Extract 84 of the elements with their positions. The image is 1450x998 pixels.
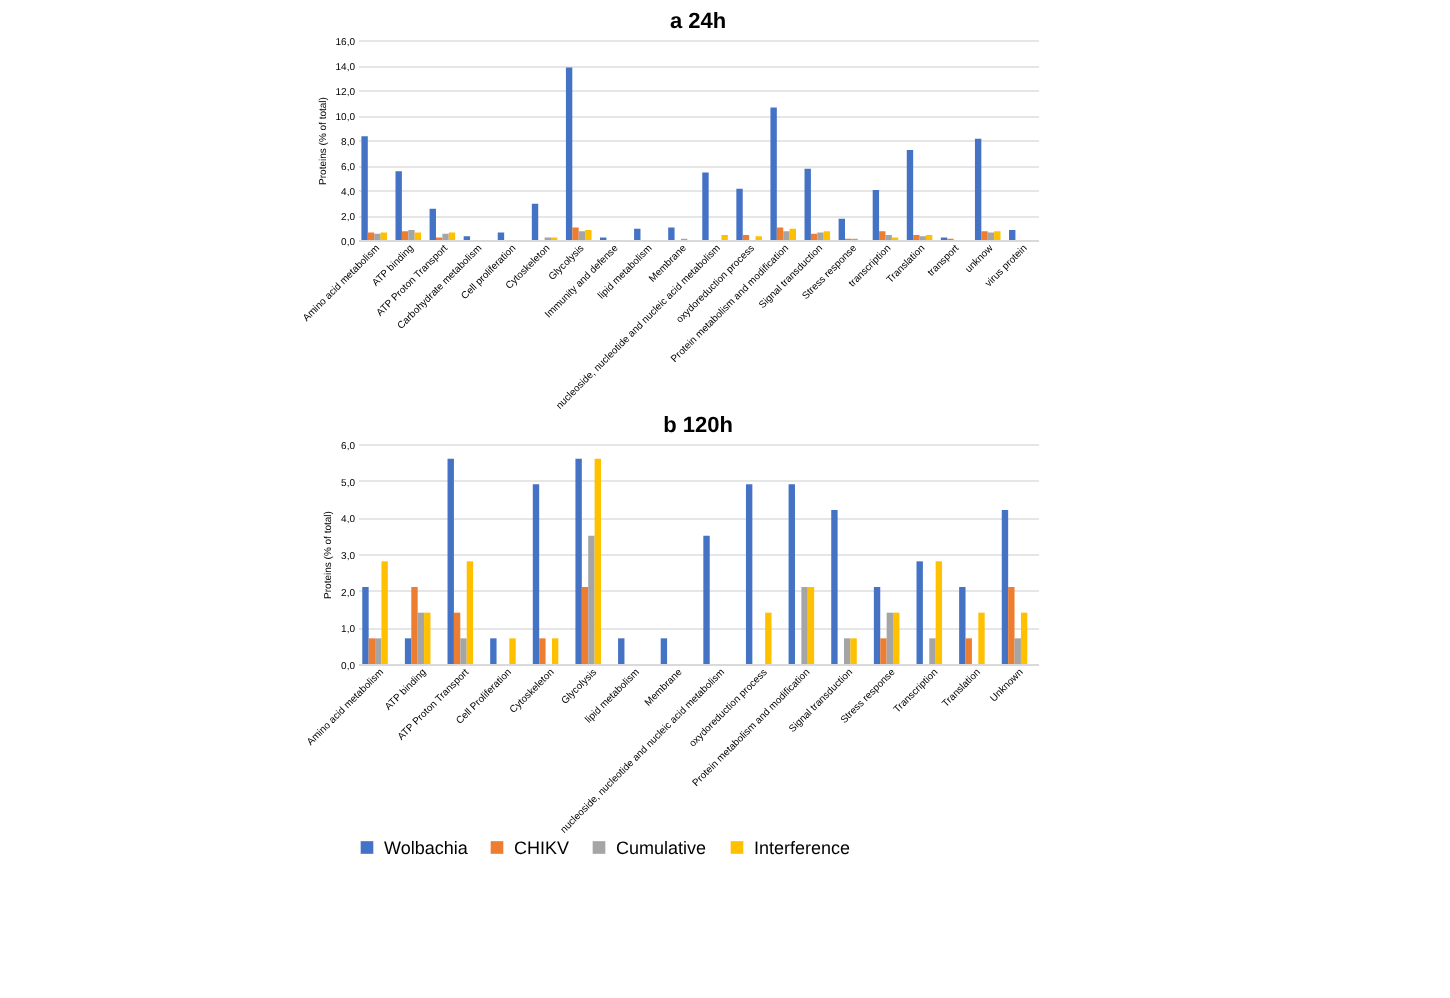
bar <box>879 231 886 240</box>
bar <box>978 612 985 664</box>
bar <box>929 638 936 664</box>
bar <box>959 587 966 664</box>
bar <box>618 638 625 664</box>
bar <box>850 638 857 664</box>
bar <box>460 638 467 664</box>
bar <box>539 638 546 664</box>
bar <box>585 230 592 240</box>
bar <box>765 612 772 664</box>
bar <box>823 231 831 240</box>
bar <box>408 230 415 240</box>
bar <box>935 561 943 664</box>
bar <box>581 587 589 664</box>
bar <box>361 136 368 240</box>
bar <box>578 231 586 240</box>
bar <box>807 587 815 664</box>
bar <box>411 587 418 664</box>
bar <box>575 458 582 664</box>
bar <box>466 561 474 664</box>
bar <box>703 535 710 664</box>
bar <box>442 233 449 240</box>
bar <box>634 228 641 240</box>
bar <box>801 587 808 664</box>
legend-label: Wolbachia <box>384 837 468 858</box>
bar <box>789 228 796 240</box>
bar <box>1009 230 1016 240</box>
bar <box>745 484 753 664</box>
bar <box>736 188 743 240</box>
bar <box>453 612 461 664</box>
bar <box>916 561 923 664</box>
bar <box>551 638 559 664</box>
bar <box>509 638 516 664</box>
bar <box>1014 638 1021 664</box>
bar <box>831 510 838 664</box>
bar <box>965 638 972 664</box>
bar <box>588 535 595 664</box>
chart-title: a 24h <box>669 10 727 34</box>
bar <box>838 218 845 240</box>
bar <box>873 587 881 664</box>
bar <box>1001 510 1009 664</box>
bar <box>906 150 914 240</box>
bar <box>429 208 436 240</box>
bar <box>776 227 784 240</box>
bar <box>810 233 818 240</box>
bar <box>817 232 824 240</box>
chart-title: b 120h <box>663 414 734 438</box>
bar <box>844 638 851 664</box>
bar <box>1008 587 1015 664</box>
bar <box>447 458 454 664</box>
bar <box>872 190 880 240</box>
bar <box>974 138 982 240</box>
bar <box>572 227 579 240</box>
bar <box>893 612 900 664</box>
bar <box>668 227 675 240</box>
bar <box>994 231 1001 240</box>
bar <box>417 612 425 664</box>
bar <box>886 612 894 664</box>
bar <box>565 67 573 240</box>
bar <box>375 638 382 664</box>
legend-label: Interference <box>754 837 851 858</box>
bar <box>1020 612 1028 664</box>
legend-label: Cumulative <box>616 837 707 858</box>
bar <box>395 171 402 240</box>
bar <box>490 638 497 664</box>
bar <box>804 168 811 240</box>
bar <box>374 233 381 240</box>
bar <box>368 638 376 664</box>
bar <box>770 107 777 240</box>
bar <box>981 231 988 240</box>
bar <box>401 231 409 240</box>
bar <box>362 587 369 664</box>
bar <box>532 484 540 664</box>
legend-label: CHIKV <box>514 837 570 858</box>
bar <box>702 172 709 240</box>
bar <box>404 638 412 664</box>
bar <box>788 484 795 664</box>
bar <box>660 638 668 664</box>
bar <box>531 203 539 240</box>
bar <box>880 638 887 664</box>
bar <box>424 612 431 664</box>
bar <box>783 231 790 240</box>
bar <box>594 458 601 664</box>
bar <box>381 561 388 664</box>
